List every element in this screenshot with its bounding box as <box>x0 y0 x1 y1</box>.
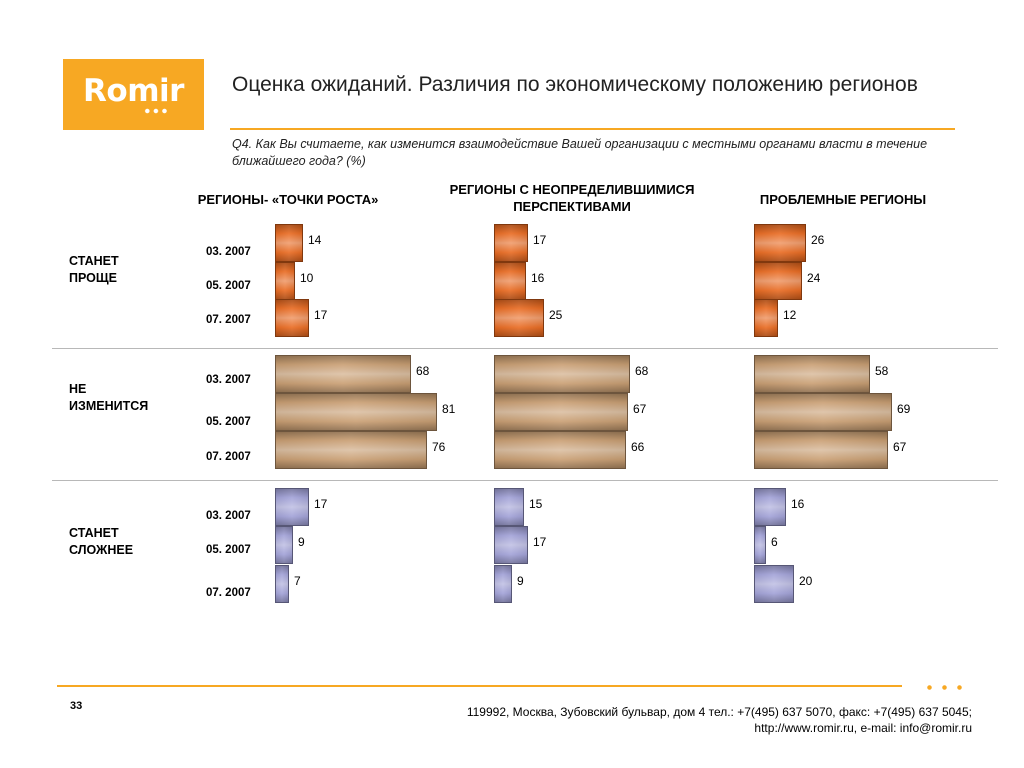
footer-divider <box>57 685 902 687</box>
bar-value-label: 16 <box>531 271 545 285</box>
bar-value-label: 67 <box>633 402 647 416</box>
bar-value-label: 76 <box>432 440 446 454</box>
bar-unchanged-0-0 <box>275 355 411 393</box>
row-header-simpler: СТАНЕТ ПРОЩЕ <box>69 254 119 285</box>
bar-value-label: 24 <box>807 271 821 285</box>
period-label: 07. 2007 <box>206 451 251 463</box>
bar-value-label: 69 <box>897 402 911 416</box>
page-title: Оценка ожиданий. Различия по экономическ… <box>232 73 918 96</box>
bar-simpler-0-1 <box>275 262 295 300</box>
bar-unchanged-0-2 <box>275 431 427 469</box>
bar-harder-2-0 <box>754 488 786 526</box>
period-label: 03. 2007 <box>206 374 251 386</box>
bar-harder-2-1 <box>754 526 766 564</box>
bar-unchanged-2-0 <box>754 355 870 393</box>
bar-harder-1-0 <box>494 488 524 526</box>
row-separator <box>52 348 998 349</box>
period-label: 05. 2007 <box>206 416 251 428</box>
bar-harder-2-2 <box>754 565 794 603</box>
survey-question: Q4. Как Вы считаете, как изменится взаим… <box>232 137 928 168</box>
bar-simpler-1-2 <box>494 299 544 337</box>
bar-value-label: 17 <box>314 497 328 511</box>
bar-harder-0-1 <box>275 526 293 564</box>
bar-harder-0-0 <box>275 488 309 526</box>
bar-unchanged-2-2 <box>754 431 888 469</box>
bar-value-label: 68 <box>635 364 649 378</box>
bar-value-label: 66 <box>631 440 645 454</box>
period-label: 07. 2007 <box>206 587 251 599</box>
bar-harder-1-1 <box>494 526 528 564</box>
bar-simpler-1-0 <box>494 224 528 262</box>
page-number: 33 <box>70 700 83 712</box>
bar-value-label: 25 <box>549 308 563 322</box>
bar-value-label: 26 <box>811 233 825 247</box>
bar-value-label: 9 <box>298 535 305 549</box>
row-header-harder: СТАНЕТ СЛОЖНЕЕ <box>69 526 134 557</box>
bar-unchanged-1-0 <box>494 355 630 393</box>
bar-value-label: 15 <box>529 497 543 511</box>
bar-unchanged-2-1 <box>754 393 892 431</box>
bar-value-label: 17 <box>533 233 547 247</box>
bar-value-label: 6 <box>771 535 778 549</box>
bar-value-label: 20 <box>799 574 813 588</box>
footer-web: http://www.romir.ru, e-mail: info@romir.… <box>754 721 972 735</box>
bar-harder-0-2 <box>275 565 289 603</box>
bar-unchanged-1-1 <box>494 393 628 431</box>
bar-value-label: 81 <box>442 402 456 416</box>
bar-simpler-0-0 <box>275 224 303 262</box>
bar-value-label: 68 <box>416 364 430 378</box>
column-header-undecided: РЕГИОНЫ С НЕОПРЕДЕЛИВШИМИСЯ ПЕРСПЕКТИВАМ… <box>449 182 695 214</box>
bar-value-label: 10 <box>300 271 314 285</box>
bar-unchanged-1-2 <box>494 431 626 469</box>
bar-value-label: 17 <box>533 535 547 549</box>
bar-simpler-2-2 <box>754 299 778 337</box>
bar-value-label: 7 <box>294 574 301 588</box>
bar-simpler-2-1 <box>754 262 802 300</box>
title-divider <box>230 128 955 130</box>
footer-address: 119992, Москва, Зубовский бульвар, дом 4… <box>466 705 972 719</box>
column-header-growth: РЕГИОНЫ- «ТОЧКИ РОСТА» <box>197 192 379 207</box>
logo-text: Romir <box>83 73 184 109</box>
bar-value-label: 67 <box>893 440 907 454</box>
bar-value-label: 12 <box>783 308 797 322</box>
romir-logo: Romir <box>63 59 204 130</box>
row-separator <box>52 480 998 481</box>
bar-value-label: 58 <box>875 364 889 378</box>
logo-dots-icon <box>143 108 169 114</box>
period-label: 05. 2007 <box>206 280 251 292</box>
footer-dots-icon <box>922 685 966 690</box>
footer-contacts: 119992, Москва, Зубовский бульвар, дом 4… <box>467 704 972 736</box>
bar-simpler-2-0 <box>754 224 806 262</box>
period-label: 03. 2007 <box>206 246 251 258</box>
bar-value-label: 9 <box>517 574 524 588</box>
bar-unchanged-0-1 <box>275 393 437 431</box>
period-label: 03. 2007 <box>206 510 251 522</box>
bar-value-label: 16 <box>791 497 805 511</box>
period-label: 07. 2007 <box>206 314 251 326</box>
bar-simpler-1-1 <box>494 262 526 300</box>
column-header-problem: ПРОБЛЕМНЫЕ РЕГИОНЫ <box>759 192 927 207</box>
period-label: 05. 2007 <box>206 544 251 556</box>
bar-value-label: 17 <box>314 308 328 322</box>
bar-harder-1-2 <box>494 565 512 603</box>
bar-value-label: 14 <box>308 233 322 247</box>
row-header-unchanged: НЕ ИЗМЕНИТСЯ <box>69 382 149 413</box>
bar-simpler-0-2 <box>275 299 309 337</box>
